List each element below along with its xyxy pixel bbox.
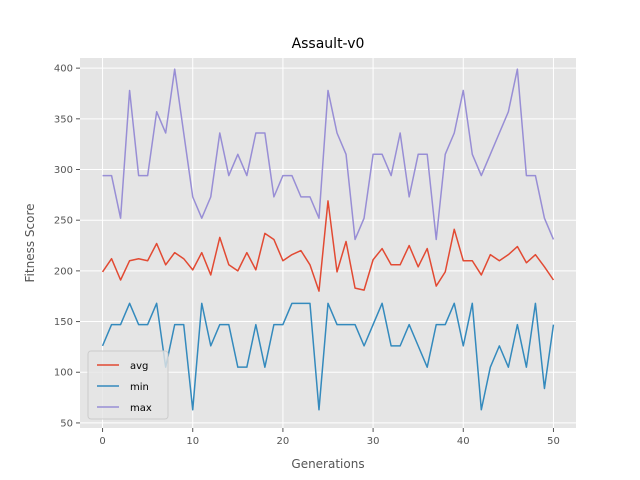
chart-title: Assault-v0	[292, 36, 365, 52]
series-line-max	[102, 68, 555, 241]
legend-label-min: min	[130, 382, 149, 393]
y-axis-ticks: 50 100 150 200 250 300 350 400	[54, 64, 80, 429]
y-tick-label: 150	[54, 317, 73, 328]
x-tick-label: 20	[277, 436, 290, 447]
x-tick-label: 30	[367, 436, 380, 447]
y-tick-label: 250	[54, 216, 73, 227]
x-tick-label: 40	[457, 436, 470, 447]
x-axis-label: Generations	[291, 457, 364, 471]
y-axis-label: Fitness Score	[23, 204, 37, 283]
legend-label-avg: avg	[130, 361, 148, 372]
y-tick-label: 300	[54, 165, 73, 176]
y-tick-label: 400	[54, 64, 73, 75]
x-axis-ticks: 0 10 20 30 40 50	[99, 428, 560, 447]
x-tick-label: 0	[99, 436, 105, 447]
y-tick-label: 350	[54, 114, 73, 125]
legend-box	[87, 350, 169, 420]
y-tick-label: 50	[60, 418, 73, 429]
legend: avg min max	[87, 350, 169, 420]
series-line-avg	[101, 200, 555, 292]
x-tick-label: 10	[186, 436, 199, 447]
series-group	[101, 68, 555, 411]
x-tick-label: 50	[547, 436, 560, 447]
y-tick-label: 200	[54, 266, 73, 277]
legend-label-max: max	[130, 403, 152, 414]
y-tick-label: 100	[54, 368, 73, 379]
series-line-min	[101, 302, 555, 411]
